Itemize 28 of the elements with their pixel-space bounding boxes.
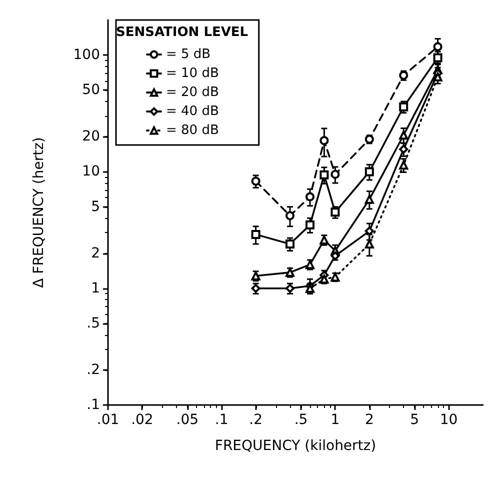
x-tick-label: 1 [330,412,340,428]
legend-label: = 80 dB [166,123,219,138]
y-tick-label: 10 [82,164,100,180]
legend-label: = 20 dB [166,85,219,100]
y-tick-label: 2 [91,245,100,262]
x-tick-label: .2 [249,412,262,428]
y-tick-label: 20 [82,128,100,145]
y-tick-label: .1 [86,397,100,413]
y-tick-label: 5 [91,198,100,215]
y-tick-label: 50 [82,82,100,98]
legend-label: = 40 dB [166,104,219,119]
x-tick-label: 10 [440,412,458,428]
y-tick-label: 1 [91,280,100,296]
legend-title: SENSATION LEVEL [116,25,248,40]
x-tick-label: 2 [364,412,374,428]
x-tick-label: .5 [294,412,308,428]
x-tick-label: .1 [214,412,228,428]
x-tick-label: .02 [131,412,154,428]
x-axis-title: FREQUENCY (kilohertz) [214,438,376,454]
x-tick-label: .01 [96,412,120,428]
y-tick-label: .2 [86,362,100,378]
legend-label: = 10 dB [166,66,219,81]
y-axis-title: Δ FREQUENCY (hertz) [31,137,47,288]
x-tick-label: 5 [410,412,420,428]
x-tick-label: .05 [176,412,199,428]
y-tick-label: .5 [86,315,100,332]
legend-label: = 5 dB [166,47,211,62]
y-tick-label: 100 [73,47,100,64]
